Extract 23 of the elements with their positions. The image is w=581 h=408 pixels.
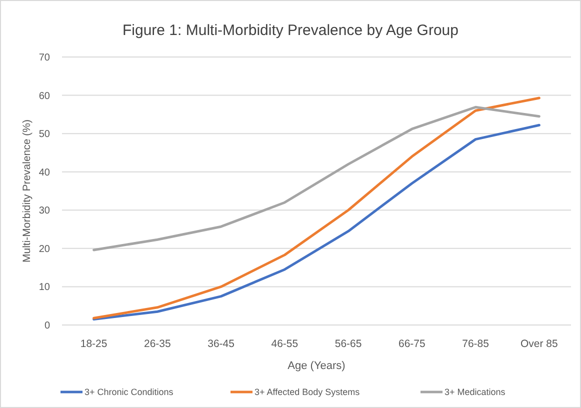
x-tick-label: 18-25	[80, 338, 108, 350]
line-series	[92, 106, 540, 252]
x-axis-title: Age (Years)	[288, 360, 346, 372]
y-tick-label: 0	[44, 320, 50, 332]
y-tick-label: 40	[38, 167, 50, 178]
x-tick-label: 26-35	[144, 338, 172, 350]
x-tick-label: 46-55	[271, 338, 298, 350]
x-tick-label: 36-45	[208, 338, 235, 350]
y-tick-label: 20	[38, 244, 50, 255]
y-tick-label: 60	[38, 90, 50, 102]
x-tick-label: 66-75	[398, 338, 426, 350]
x-tick-label: 76-85	[462, 338, 490, 350]
x-tick-label: 56-65	[334, 338, 362, 350]
x-tick-label: Over 85	[520, 338, 558, 350]
y-tick-label: 50	[38, 129, 50, 140]
legend-label: 3+ Medications	[444, 387, 506, 398]
legend-label: 3+ Affected Body Systems	[254, 387, 360, 398]
y-tick-label: 10	[38, 282, 50, 294]
legend-label: 3+ Chronic Conditions	[84, 387, 174, 398]
y-tick-label: 30	[38, 206, 50, 217]
y-axis-title: Multi-Morbidity Prevalence (%)	[21, 120, 33, 262]
y-tick-label: 70	[38, 52, 50, 64]
chart-title: Figure 1: Multi-Morbidity Prevalence by Age Group	[122, 22, 458, 39]
